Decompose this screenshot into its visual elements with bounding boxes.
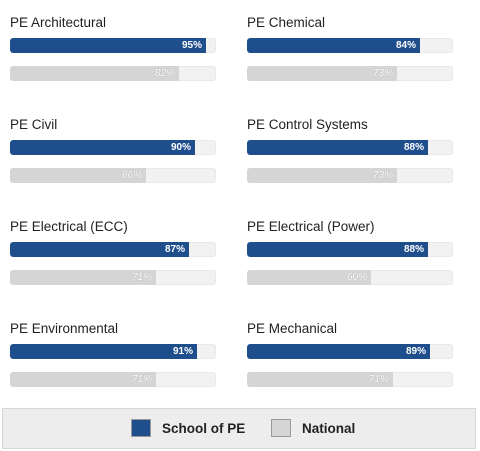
national-bar-fill: 71% [247, 372, 393, 387]
exam-card: PE Civil 90% 66% [10, 117, 216, 183]
school-bar-fill: 88% [247, 242, 428, 257]
school-bar-track: 95% [10, 38, 216, 53]
school-bar-track: 84% [247, 38, 453, 53]
national-bar-fill: 73% [247, 168, 397, 183]
exam-title: PE Electrical (Power) [247, 219, 375, 234]
school-bar-track: 87% [10, 242, 216, 257]
school-bar-fill: 95% [10, 38, 206, 53]
exam-card: PE Control Systems 88% 73% [247, 117, 453, 183]
national-bar-track: 73% [247, 66, 453, 81]
national-bar-track: 71% [247, 372, 453, 387]
national-percent-label: 71% [368, 374, 389, 385]
national-bar-fill: 71% [10, 270, 156, 285]
exam-title: PE Architectural [10, 15, 107, 30]
school-bar-fill: 91% [10, 344, 197, 359]
school-bar-track: 88% [247, 242, 453, 257]
school-bar-track: 91% [10, 344, 216, 359]
school-percent-label: 89% [405, 346, 426, 357]
national-percent-label: 73% [372, 170, 393, 181]
exam-title: PE Environmental [10, 321, 119, 336]
national-bar-track: 66% [10, 168, 216, 183]
exam-title: PE Control Systems [247, 117, 368, 132]
school-percent-label: 88% [403, 142, 424, 153]
school-bar-fill: 84% [247, 38, 420, 53]
exam-title: PE Chemical [247, 15, 326, 30]
legend-swatch-national [271, 419, 291, 437]
school-bar-track: 90% [10, 140, 216, 155]
school-percent-label: 84% [395, 40, 416, 51]
pass-rate-grid: PE Architectural 95% 82% PE Chemical 84% 73% P… [10, 15, 453, 387]
exam-card: PE Mechanical 89% 71% [247, 321, 453, 387]
national-bar-fill: 66% [10, 168, 146, 183]
exam-card: PE Architectural 95% 82% [10, 15, 216, 81]
national-bar-track: 60% [247, 270, 453, 285]
school-percent-label: 88% [403, 244, 424, 255]
national-bar-track: 71% [10, 372, 216, 387]
school-percent-label: 91% [172, 346, 193, 357]
national-percent-label: 73% [372, 68, 393, 79]
legend-label-school: School of PE [162, 421, 246, 436]
legend-swatch-school [131, 419, 151, 437]
school-percent-label: 90% [170, 142, 191, 153]
national-bar-track: 71% [10, 270, 216, 285]
exam-card: PE Electrical (Power) 88% 60% [247, 219, 453, 285]
school-bar-fill: 90% [10, 140, 195, 155]
school-percent-label: 95% [181, 40, 202, 51]
national-percent-label: 71% [131, 272, 152, 283]
exam-card: PE Electrical (ECC) 87% 71% [10, 219, 216, 285]
national-percent-label: 60% [346, 272, 367, 283]
national-bar-fill: 71% [10, 372, 156, 387]
national-bar-track: 73% [247, 168, 453, 183]
national-bar-fill: 60% [247, 270, 371, 285]
school-bar-track: 88% [247, 140, 453, 155]
national-percent-label: 66% [121, 170, 142, 181]
school-bar-track: 89% [247, 344, 453, 359]
exam-card: PE Chemical 84% 73% [247, 15, 453, 81]
school-percent-label: 87% [164, 244, 185, 255]
legend-label-national: National [302, 421, 356, 436]
exam-card: PE Environmental 91% 71% [10, 321, 216, 387]
school-bar-fill: 87% [10, 242, 189, 257]
school-bar-fill: 88% [247, 140, 428, 155]
legend: School of PE National [2, 408, 476, 449]
national-bar-fill: 73% [247, 66, 397, 81]
exam-title: PE Mechanical [247, 321, 338, 336]
exam-title: PE Civil [10, 117, 58, 132]
school-bar-fill: 89% [247, 344, 430, 359]
national-percent-label: 82% [154, 68, 175, 79]
national-bar-fill: 82% [10, 66, 179, 81]
national-bar-track: 82% [10, 66, 216, 81]
exam-title: PE Electrical (ECC) [10, 219, 128, 234]
national-percent-label: 71% [131, 374, 152, 385]
